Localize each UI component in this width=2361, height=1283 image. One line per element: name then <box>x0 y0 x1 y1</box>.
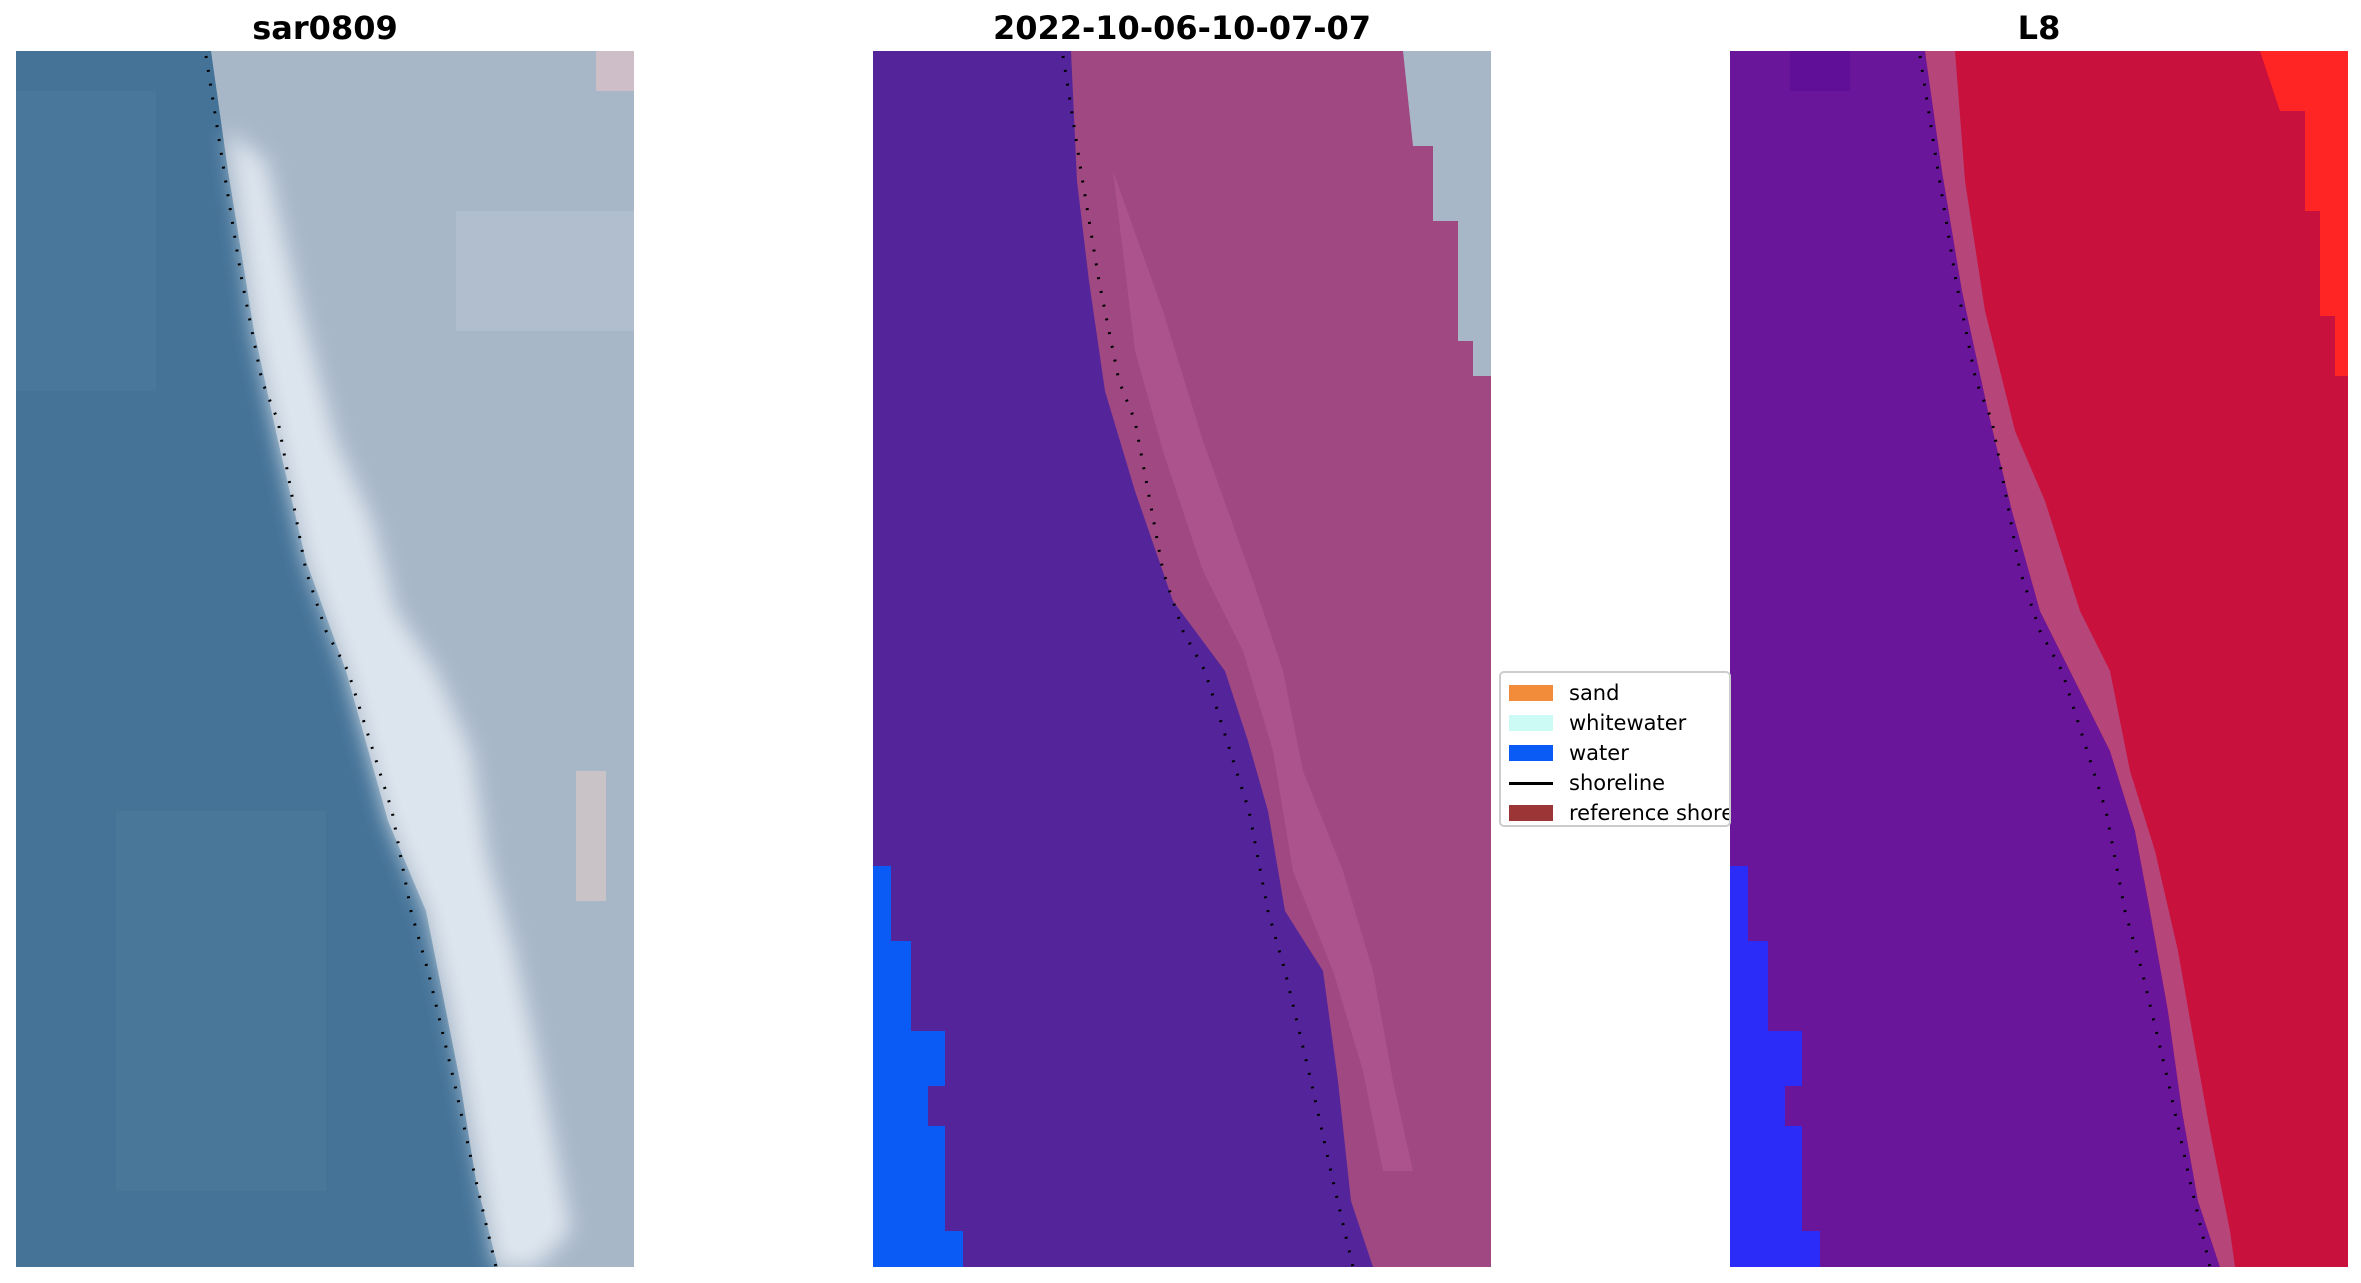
rgb-image-panel <box>16 51 634 1267</box>
legend-label-shoreline: shoreline <box>1569 771 1666 795</box>
legend-item-shoreline: shoreline <box>1509 768 1729 798</box>
classified-water-area <box>873 866 963 1267</box>
legend-swatch-reference-shore <box>1509 805 1553 821</box>
legend-label-sand: sand <box>1569 681 1620 705</box>
rgb-sea-area <box>16 51 498 1267</box>
legend-item-reference-shore: reference shore <box>1509 798 1731 825</box>
legend-swatch-water <box>1509 745 1553 761</box>
legend-swatch-sand <box>1509 685 1553 701</box>
classified-land-area <box>1071 51 1491 1267</box>
panel-title-rgb: sar0809 <box>252 9 398 47</box>
legend-label-water: water <box>1569 741 1629 765</box>
legend-line-shoreline <box>1509 781 1553 785</box>
legend: sand whitewater water shoreline referenc… <box>1499 671 1731 827</box>
classified-image-panel <box>873 51 1491 1267</box>
legend-item-whitewater: whitewater <box>1509 708 1729 738</box>
legend-label-whitewater: whitewater <box>1569 711 1687 735</box>
l8-transition-band <box>1925 51 2235 1267</box>
panel-title-l8: L8 <box>2017 9 2061 47</box>
legend-swatch-whitewater <box>1509 715 1553 731</box>
classified-land-rgb-top-right <box>1403 51 1491 376</box>
legend-item-water: water <box>1509 738 1729 768</box>
l8-sea-area <box>1730 51 2220 1267</box>
rgb-bright-beach-band <box>228 131 571 1267</box>
l8-water-area <box>1730 866 1820 1267</box>
legend-item-sand: sand <box>1509 678 1729 708</box>
legend-label-reference-shore: reference shore <box>1569 801 1731 825</box>
panel-title-classified: 2022-10-06-10-07-07 <box>992 9 1372 47</box>
l8-image-panel <box>1730 51 2348 1267</box>
l8-bright-red-corner <box>2260 51 2348 376</box>
